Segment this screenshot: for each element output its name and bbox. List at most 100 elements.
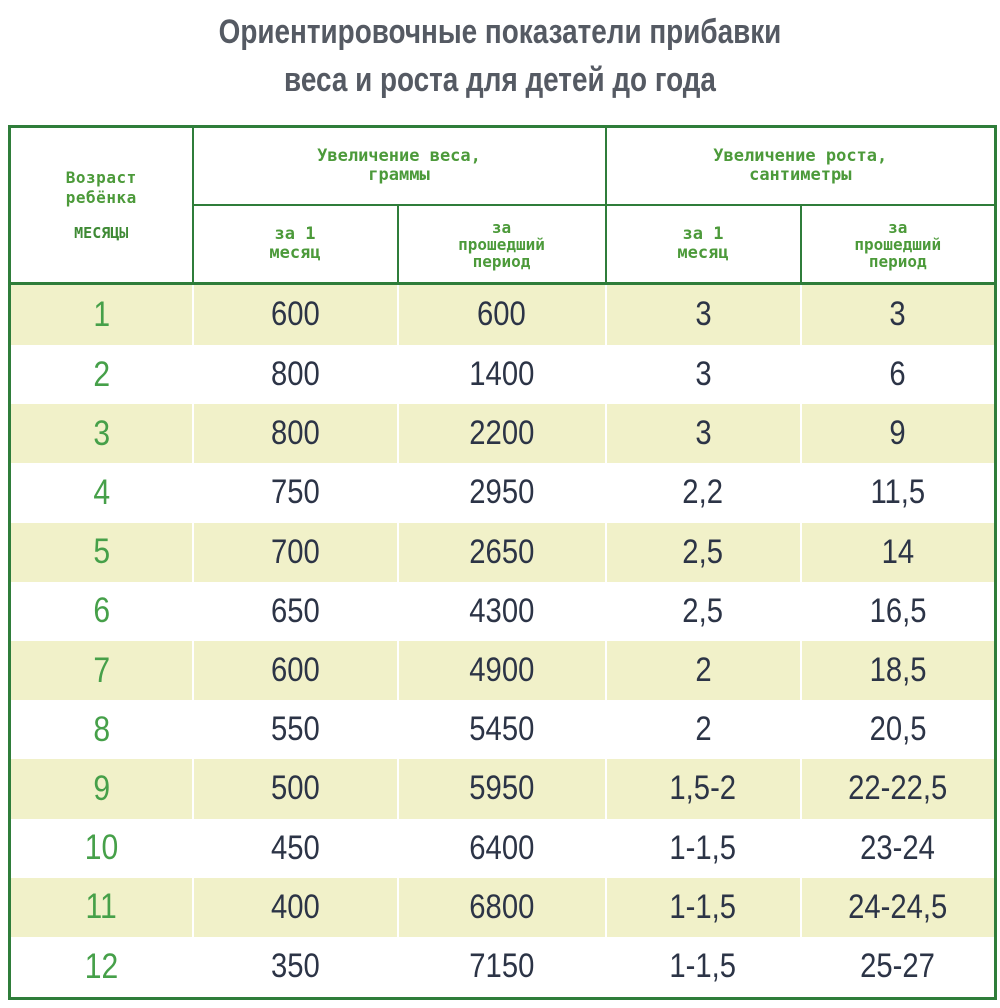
table-row: 10 450 6400 1-1,5 23-24 [8,818,997,878]
height-period-cell: 9 [799,404,997,464]
weight-period-line-2: прошедший [458,234,545,254]
height-per-month-cell-value: 1-1,5 [669,828,737,867]
height-per-month-cell-value: 2,5 [682,591,724,630]
age-cell: 7 [8,640,194,701]
table-row: 2 800 1400 3 6 [8,344,997,405]
height-per-month-line-1: за 1 [682,224,724,244]
weight-per-month-cell: 600 [191,283,399,345]
age-cell-value: 7 [92,650,110,690]
age-cell: 10 [8,818,194,878]
table-row: 3 800 2200 3 9 [8,404,997,464]
weight-per-month-cell-value: 700 [270,532,320,571]
age-cell-value: 4 [92,472,110,512]
height-period-line-1: за [888,217,908,237]
weight-per-month-cell-value: 800 [270,355,320,394]
age-label-line-2: ребёнка [65,187,137,207]
weight-period-cell: 2950 [396,463,607,523]
weight-period-cell-value: 2950 [468,473,535,512]
height-period-cell-value: 20,5 [869,710,927,749]
height-per-month-cell-value: 1-1,5 [669,947,737,986]
age-cell-value: 12 [84,946,118,986]
weight-period-cell-value: 1400 [468,355,535,394]
age-cell-value: 10 [84,828,118,868]
weight-per-month-cell: 800 [191,344,399,405]
age-cell-value: 2 [92,354,110,394]
weight-per-month-cell: 400 [191,877,399,937]
weight-period-cell-value: 5450 [468,710,535,749]
weight-period-cell-value: 4900 [468,651,535,690]
age-cell: 8 [8,700,194,760]
weight-per-month-cell: 800 [191,404,399,464]
age-cell: 2 [8,344,194,405]
weight-period-cell: 2650 [396,522,607,582]
weight-per-month-cell-value: 400 [270,887,320,926]
height-per-month-cell-value: 2,2 [682,473,724,512]
weight-period-cell-value: 600 [477,295,526,334]
height-period-cell: 18,5 [799,640,997,701]
weight-per-month-cell-value: 500 [270,769,320,808]
table-row: 5 700 2650 2,5 14 [8,522,997,582]
table-row: 4 750 2950 2,2 11,5 [8,463,997,523]
weight-period-cell: 600 [396,283,607,345]
weight-per-month-cell: 450 [191,818,399,878]
weight-period-cell: 6400 [396,818,607,878]
weight-per-month-cell-value: 450 [270,828,320,867]
height-period-line-3: период [868,251,927,271]
weight-per-month-line-2: месяц [269,243,321,263]
height-per-month-line-2: месяц [677,243,729,263]
table-row: 8 550 5450 2 20,5 [8,700,997,760]
weight-per-month-cell-value: 550 [270,710,320,749]
age-cell-value: 1 [92,294,110,334]
age-cell: 11 [8,877,194,937]
table-row: 12 350 7150 1-1,5 25-27 [8,936,997,999]
weight-period-header: за прошедший период [396,204,607,285]
weight-per-month-header: за 1 месяц [191,204,399,285]
height-per-month-cell: 1-1,5 [604,818,802,878]
weight-period-cell-value: 2200 [468,414,535,453]
table-header: Возраст ребёнка МЕСЯЦЫ Увеличение веса, … [8,125,997,285]
weight-per-month-cell-value: 750 [270,473,320,512]
weight-period-cell: 7150 [396,936,607,999]
table-row: 9 500 5950 1,5-2 22-22,5 [8,759,997,819]
height-per-month-cell: 2,5 [604,522,802,582]
weight-period-cell-value: 5950 [468,769,535,808]
weight-period-cell: 1400 [396,344,607,405]
weight-per-month-line-1: за 1 [274,224,316,244]
height-per-month-cell: 1-1,5 [604,877,802,937]
weight-per-month-cell: 350 [191,936,399,999]
height-period-cell-value: 24-24,5 [848,887,948,926]
height-per-month-cell-value: 1,5-2 [669,769,737,808]
height-group-header: Увеличение роста, сантиметры [604,125,997,206]
table-row: 11 400 6800 1-1,5 24-24,5 [8,877,997,937]
height-period-cell-value: 9 [889,414,906,453]
height-period-cell: 23-24 [799,818,997,878]
height-period-cell-value: 18,5 [869,651,927,690]
age-cell: 6 [8,581,194,641]
height-period-header: за прошедший период [799,204,997,285]
height-per-month-cell-value: 1-1,5 [669,887,737,926]
height-per-month-header: за 1 месяц [604,204,802,285]
height-per-month-cell-value: 3 [694,414,712,453]
table-row: 7 600 4900 2 18,5 [8,640,997,701]
height-period-cell: 25-27 [799,936,997,999]
weight-period-cell: 4300 [396,581,607,641]
age-cell-value: 9 [92,768,110,808]
table-row: 1 600 600 3 3 [8,283,997,345]
weight-period-cell: 6800 [396,877,607,937]
weight-per-month-cell: 650 [191,581,399,641]
weight-per-month-cell-value: 600 [270,651,320,690]
height-per-month-cell-value: 3 [694,295,712,334]
height-period-cell: 24-24,5 [799,877,997,937]
weight-per-month-cell-value: 650 [270,591,320,630]
weight-per-month-cell-value: 350 [270,947,320,986]
weight-group-line-1: Увеличение веса, [317,146,481,166]
height-per-month-cell: 1-1,5 [604,936,802,999]
age-cell-value: 5 [92,532,110,572]
height-period-cell-value: 25-27 [860,947,936,986]
age-cell: 9 [8,759,194,819]
weight-period-cell: 4900 [396,640,607,701]
weight-period-cell: 5450 [396,700,607,760]
weight-period-cell-value: 6800 [468,887,535,926]
age-cell-value: 8 [92,709,110,749]
height-period-cell: 20,5 [799,700,997,760]
